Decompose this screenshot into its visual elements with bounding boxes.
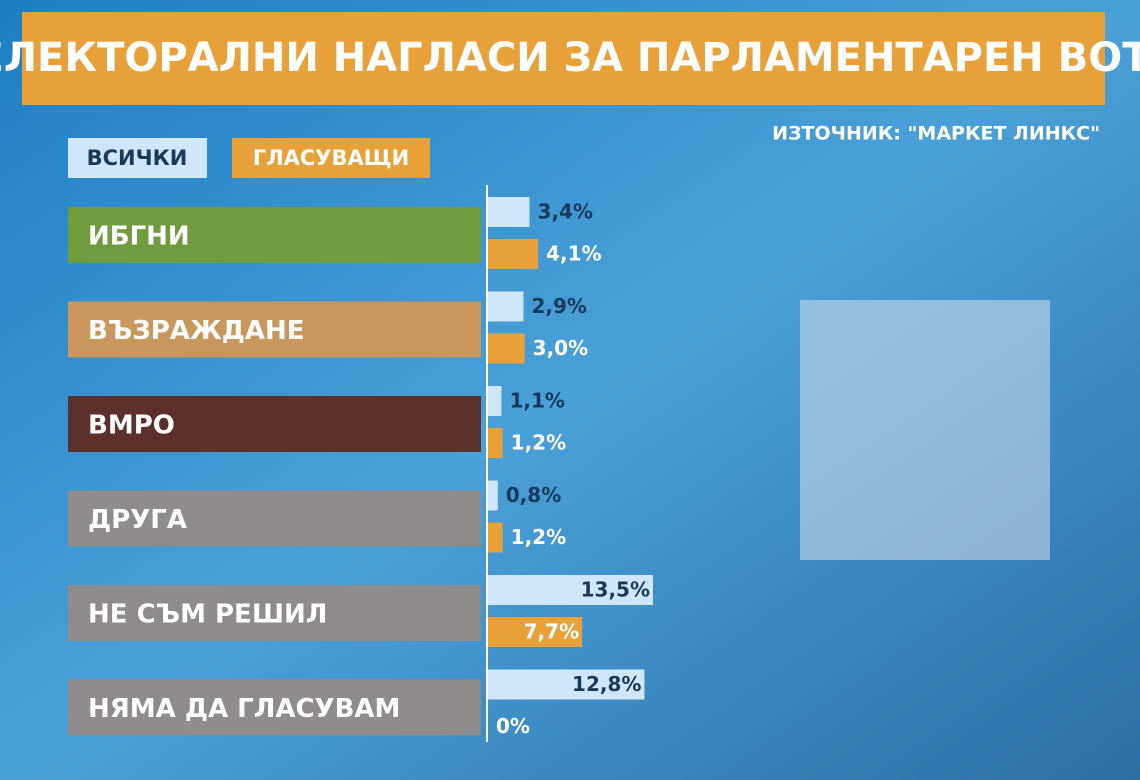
bar xyxy=(488,239,539,269)
category-label: ВМРО xyxy=(88,411,175,441)
value-label: 3,0% xyxy=(533,336,588,360)
value-label: 13,5% xyxy=(581,578,650,602)
value-label: 7,7% xyxy=(524,620,579,644)
category-box xyxy=(68,396,481,452)
source: ИЗТОЧНИК: "МАРКЕТ ЛИНКС" xyxy=(772,123,1100,145)
bar xyxy=(488,291,524,322)
bar xyxy=(488,522,503,553)
bar xyxy=(488,386,502,416)
category-box xyxy=(68,207,481,263)
category-label: ИБГНИ xyxy=(88,222,190,252)
bar xyxy=(488,575,653,605)
category-label: НЯМА ДА ГЛАСУВАМ xyxy=(88,694,400,724)
category-label: ДРУГА xyxy=(88,505,187,535)
category-label: НЕ СЪМ РЕШИЛ xyxy=(88,600,327,630)
value-label: 0% xyxy=(496,714,530,738)
legend-swatch xyxy=(232,138,430,178)
category-box xyxy=(68,679,481,736)
category-label: ВЪЗРАЖДАНЕ xyxy=(88,316,305,346)
value-label: 1,1% xyxy=(509,389,564,413)
bar xyxy=(488,428,503,458)
legend-label: ГЛАСУВАЩИ xyxy=(253,146,409,170)
bar xyxy=(488,480,498,511)
value-label: 4,1% xyxy=(546,242,601,266)
value-label: 1,2% xyxy=(511,431,566,455)
value-label: 1,2% xyxy=(511,525,566,549)
chart-title: ЕЛЕКТОРАЛНИ НАГЛАСИ ЗА ПАРЛАМЕНТАРЕН ВОТ xyxy=(0,35,1140,81)
bar xyxy=(488,669,645,700)
ballot xyxy=(800,300,1050,560)
category-box xyxy=(68,490,481,547)
value-label: 3,4% xyxy=(538,200,593,224)
bar xyxy=(488,197,530,227)
bar xyxy=(488,617,583,647)
title-banner xyxy=(22,12,1105,105)
bar xyxy=(488,333,525,364)
category-box xyxy=(68,585,481,641)
value-label: 12,8% xyxy=(572,672,641,696)
legend-swatch xyxy=(68,138,207,178)
value-label: 0,8% xyxy=(506,483,561,507)
legend-label: ВСИЧКИ xyxy=(87,146,188,170)
value-label: 2,9% xyxy=(531,294,586,318)
category-box xyxy=(68,301,481,358)
